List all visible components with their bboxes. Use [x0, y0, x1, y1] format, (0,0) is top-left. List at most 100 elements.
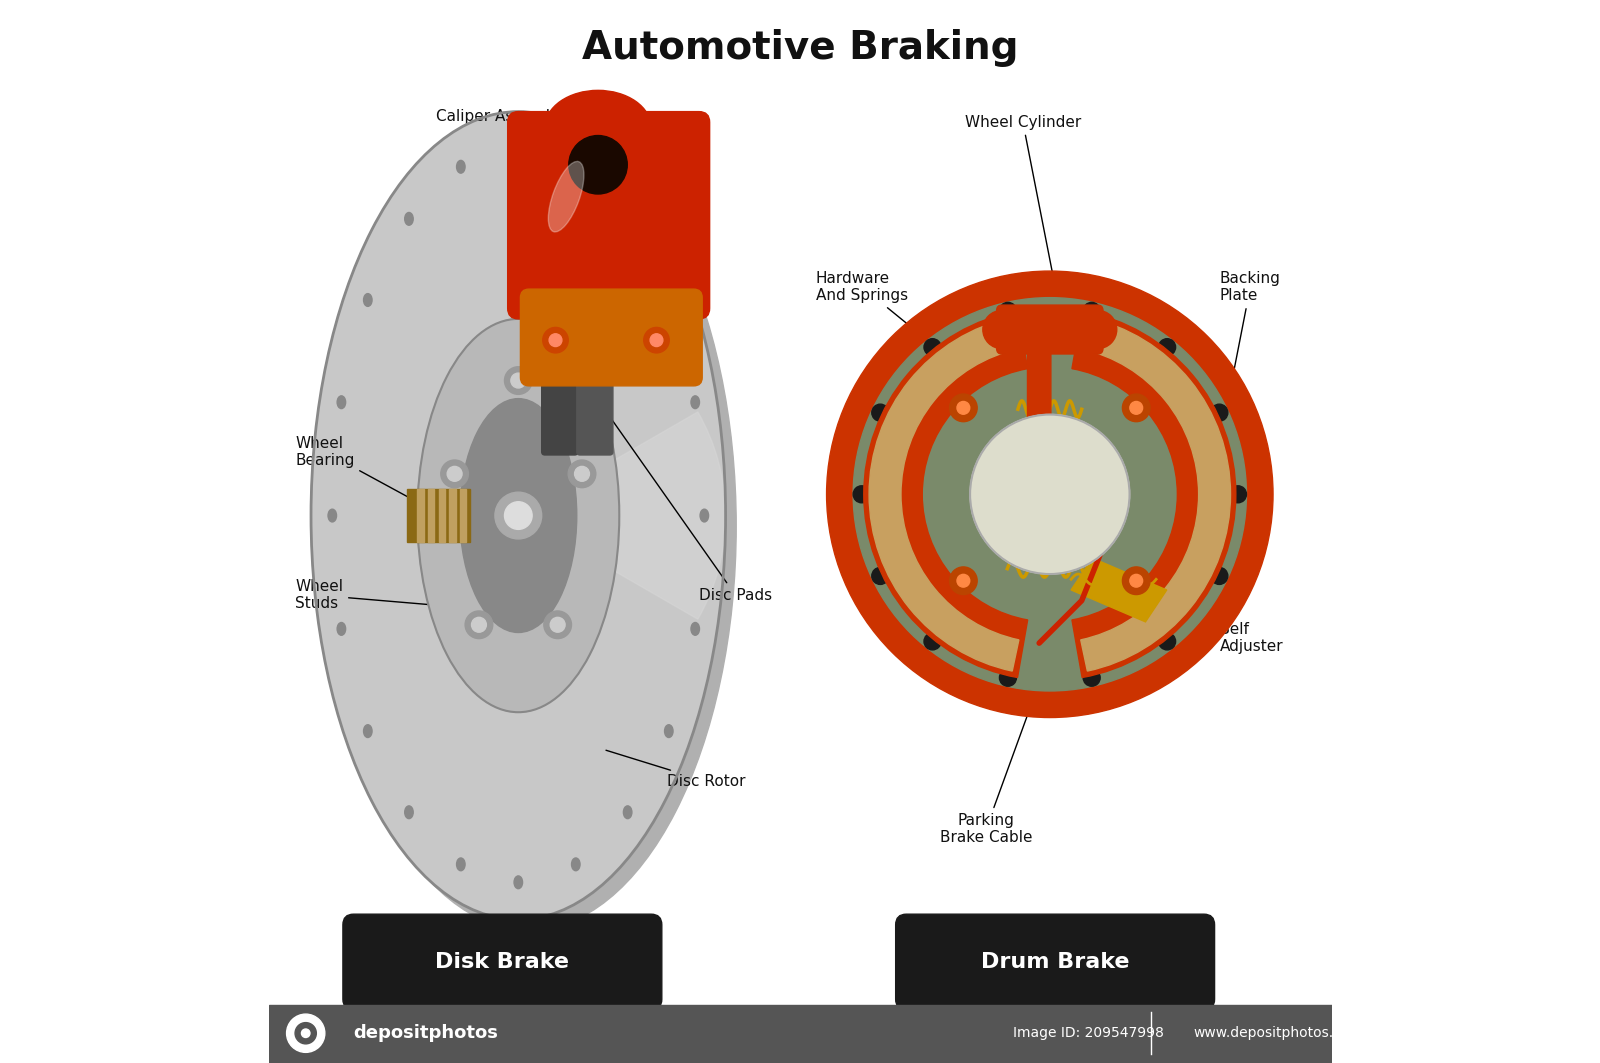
- Text: Disc Pads: Disc Pads: [584, 379, 773, 603]
- Text: Parking
Brake Cable: Parking Brake Cable: [939, 656, 1050, 845]
- Circle shape: [494, 492, 542, 539]
- Circle shape: [472, 618, 486, 632]
- Circle shape: [294, 1023, 317, 1044]
- Circle shape: [872, 568, 888, 585]
- Bar: [427, 489, 434, 542]
- Ellipse shape: [546, 90, 651, 165]
- Ellipse shape: [691, 623, 699, 636]
- Ellipse shape: [664, 293, 674, 306]
- Circle shape: [853, 298, 1246, 691]
- Text: Brake
Shoes: Brake Shoes: [1219, 457, 1266, 494]
- Ellipse shape: [310, 112, 725, 919]
- Ellipse shape: [456, 161, 466, 173]
- Text: Image ID: 209547998: Image ID: 209547998: [1013, 1026, 1163, 1041]
- FancyBboxPatch shape: [520, 289, 702, 386]
- Text: Disk Brake: Disk Brake: [435, 952, 570, 972]
- FancyBboxPatch shape: [507, 112, 710, 319]
- Ellipse shape: [363, 293, 373, 306]
- Wedge shape: [518, 412, 725, 619]
- Circle shape: [1211, 568, 1227, 585]
- Circle shape: [923, 632, 941, 649]
- Circle shape: [568, 460, 595, 488]
- Ellipse shape: [514, 876, 523, 889]
- Circle shape: [510, 373, 526, 388]
- Circle shape: [1083, 670, 1101, 687]
- Ellipse shape: [405, 213, 413, 225]
- Circle shape: [827, 271, 1274, 718]
- Circle shape: [1229, 486, 1246, 503]
- Circle shape: [843, 287, 1258, 702]
- Ellipse shape: [338, 395, 346, 408]
- Circle shape: [301, 1029, 310, 1037]
- Circle shape: [853, 486, 870, 503]
- FancyBboxPatch shape: [896, 914, 1214, 1010]
- Ellipse shape: [514, 142, 523, 155]
- Text: Automotive Braking: Automotive Braking: [582, 29, 1018, 67]
- Circle shape: [1158, 339, 1176, 356]
- Text: Hardware
And Springs: Hardware And Springs: [816, 271, 984, 386]
- Circle shape: [574, 467, 589, 482]
- Circle shape: [650, 334, 662, 347]
- Ellipse shape: [322, 122, 736, 930]
- Circle shape: [1083, 302, 1101, 319]
- Ellipse shape: [624, 806, 632, 819]
- Circle shape: [957, 574, 970, 587]
- Circle shape: [1000, 670, 1016, 687]
- Circle shape: [1000, 302, 1016, 319]
- Wedge shape: [1072, 311, 1235, 677]
- Circle shape: [286, 1014, 325, 1052]
- Text: www.depositphotos.com: www.depositphotos.com: [1194, 1026, 1363, 1041]
- Circle shape: [1123, 567, 1150, 594]
- Ellipse shape: [571, 161, 581, 173]
- Bar: [269, 1005, 1331, 1063]
- Circle shape: [544, 611, 571, 639]
- Text: Wheel
Studs: Wheel Studs: [294, 579, 506, 611]
- Polygon shape: [406, 489, 470, 542]
- Text: depositphotos: depositphotos: [354, 1025, 499, 1042]
- Circle shape: [1130, 574, 1142, 587]
- FancyBboxPatch shape: [997, 305, 1102, 354]
- Bar: [450, 489, 456, 542]
- Circle shape: [466, 611, 493, 639]
- Circle shape: [440, 460, 469, 488]
- Ellipse shape: [418, 319, 619, 712]
- Circle shape: [1123, 394, 1150, 422]
- Ellipse shape: [456, 858, 466, 871]
- Text: Wheel
Bearing: Wheel Bearing: [294, 436, 421, 504]
- Bar: [418, 489, 424, 542]
- Wedge shape: [1080, 318, 1230, 671]
- Ellipse shape: [405, 806, 413, 819]
- FancyBboxPatch shape: [342, 914, 662, 1010]
- FancyBboxPatch shape: [542, 300, 578, 455]
- Circle shape: [446, 467, 462, 482]
- Ellipse shape: [459, 399, 576, 632]
- Circle shape: [1211, 404, 1227, 421]
- Circle shape: [1130, 402, 1142, 415]
- Ellipse shape: [549, 162, 584, 232]
- Ellipse shape: [624, 213, 632, 225]
- Bar: [438, 489, 445, 542]
- Circle shape: [504, 502, 533, 529]
- Text: Caliper Assembly: Caliper Assembly: [435, 101, 584, 124]
- Text: Drum Brake: Drum Brake: [981, 952, 1130, 972]
- Circle shape: [970, 415, 1130, 574]
- Ellipse shape: [568, 136, 627, 195]
- FancyBboxPatch shape: [1027, 310, 1051, 434]
- Wedge shape: [869, 318, 1019, 671]
- Circle shape: [504, 367, 533, 394]
- Text: Disc Rotor: Disc Rotor: [606, 750, 746, 789]
- Circle shape: [982, 310, 1021, 349]
- FancyBboxPatch shape: [576, 300, 613, 455]
- Circle shape: [1158, 632, 1176, 649]
- Ellipse shape: [363, 725, 373, 738]
- Circle shape: [542, 327, 568, 353]
- Text: Wheel Cylinder: Wheel Cylinder: [965, 115, 1082, 310]
- Ellipse shape: [691, 395, 699, 408]
- Circle shape: [923, 339, 941, 356]
- Wedge shape: [864, 311, 1027, 677]
- Bar: [459, 489, 466, 542]
- Circle shape: [549, 334, 562, 347]
- Text: Self
Adjuster: Self Adjuster: [1179, 602, 1283, 654]
- Circle shape: [957, 402, 970, 415]
- Text: Backing
Plate: Backing Plate: [1219, 271, 1280, 385]
